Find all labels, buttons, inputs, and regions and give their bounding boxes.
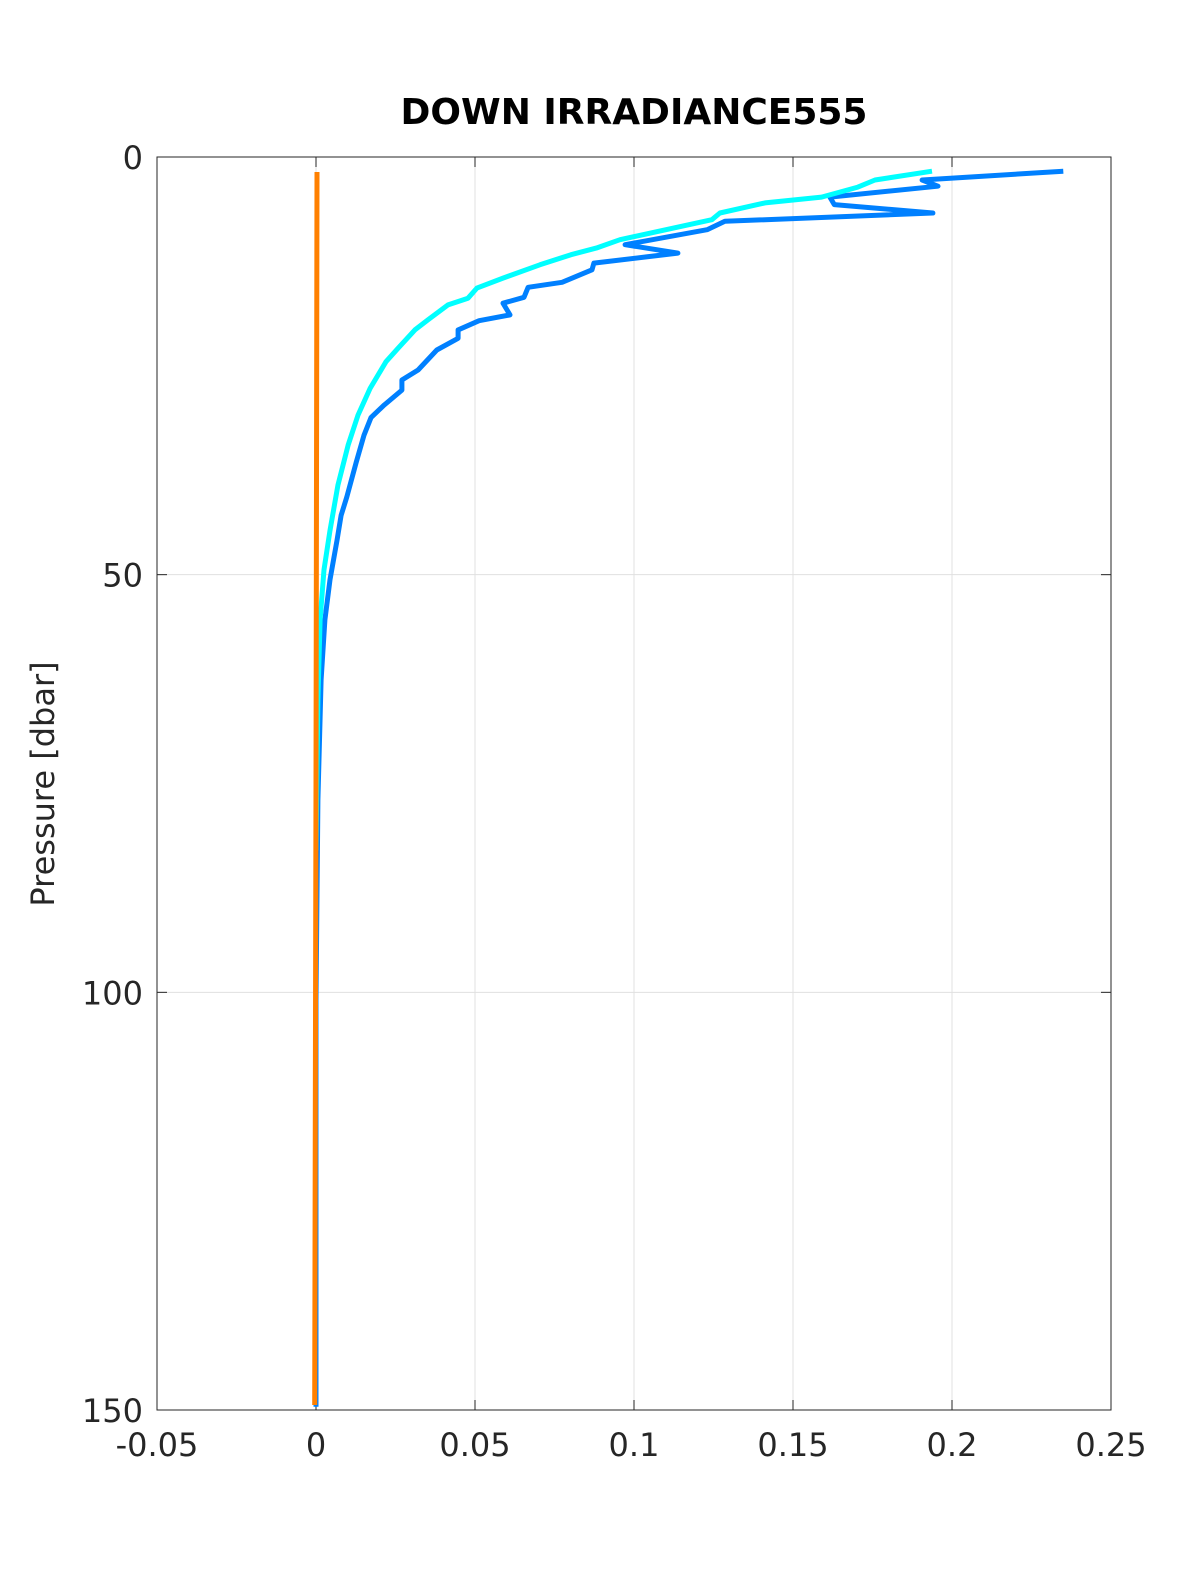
x-tick-label: 0.2 <box>927 1426 978 1464</box>
y-tick-label: 100 <box>82 974 143 1012</box>
x-tick-label: -0.05 <box>116 1426 199 1464</box>
x-tick-label: 0.05 <box>439 1426 510 1464</box>
x-tick-label: 0.1 <box>609 1426 660 1464</box>
x-tick-label: 0.15 <box>757 1426 828 1464</box>
y-axis-label: Pressure [dbar] <box>24 661 62 906</box>
chart-title: DOWN IRRADIANCE555 <box>401 92 868 133</box>
y-tick-label: 50 <box>102 557 143 595</box>
y-tick-label: 150 <box>82 1392 143 1430</box>
y-tick-label: 0 <box>123 139 143 177</box>
data-line <box>312 171 320 1406</box>
x-tick-label: 0.25 <box>1075 1426 1146 1464</box>
plot-frame <box>156 156 1112 1411</box>
data-line <box>313 168 1064 1407</box>
data-line <box>313 168 933 851</box>
x-tick-label: 0 <box>306 1426 326 1464</box>
